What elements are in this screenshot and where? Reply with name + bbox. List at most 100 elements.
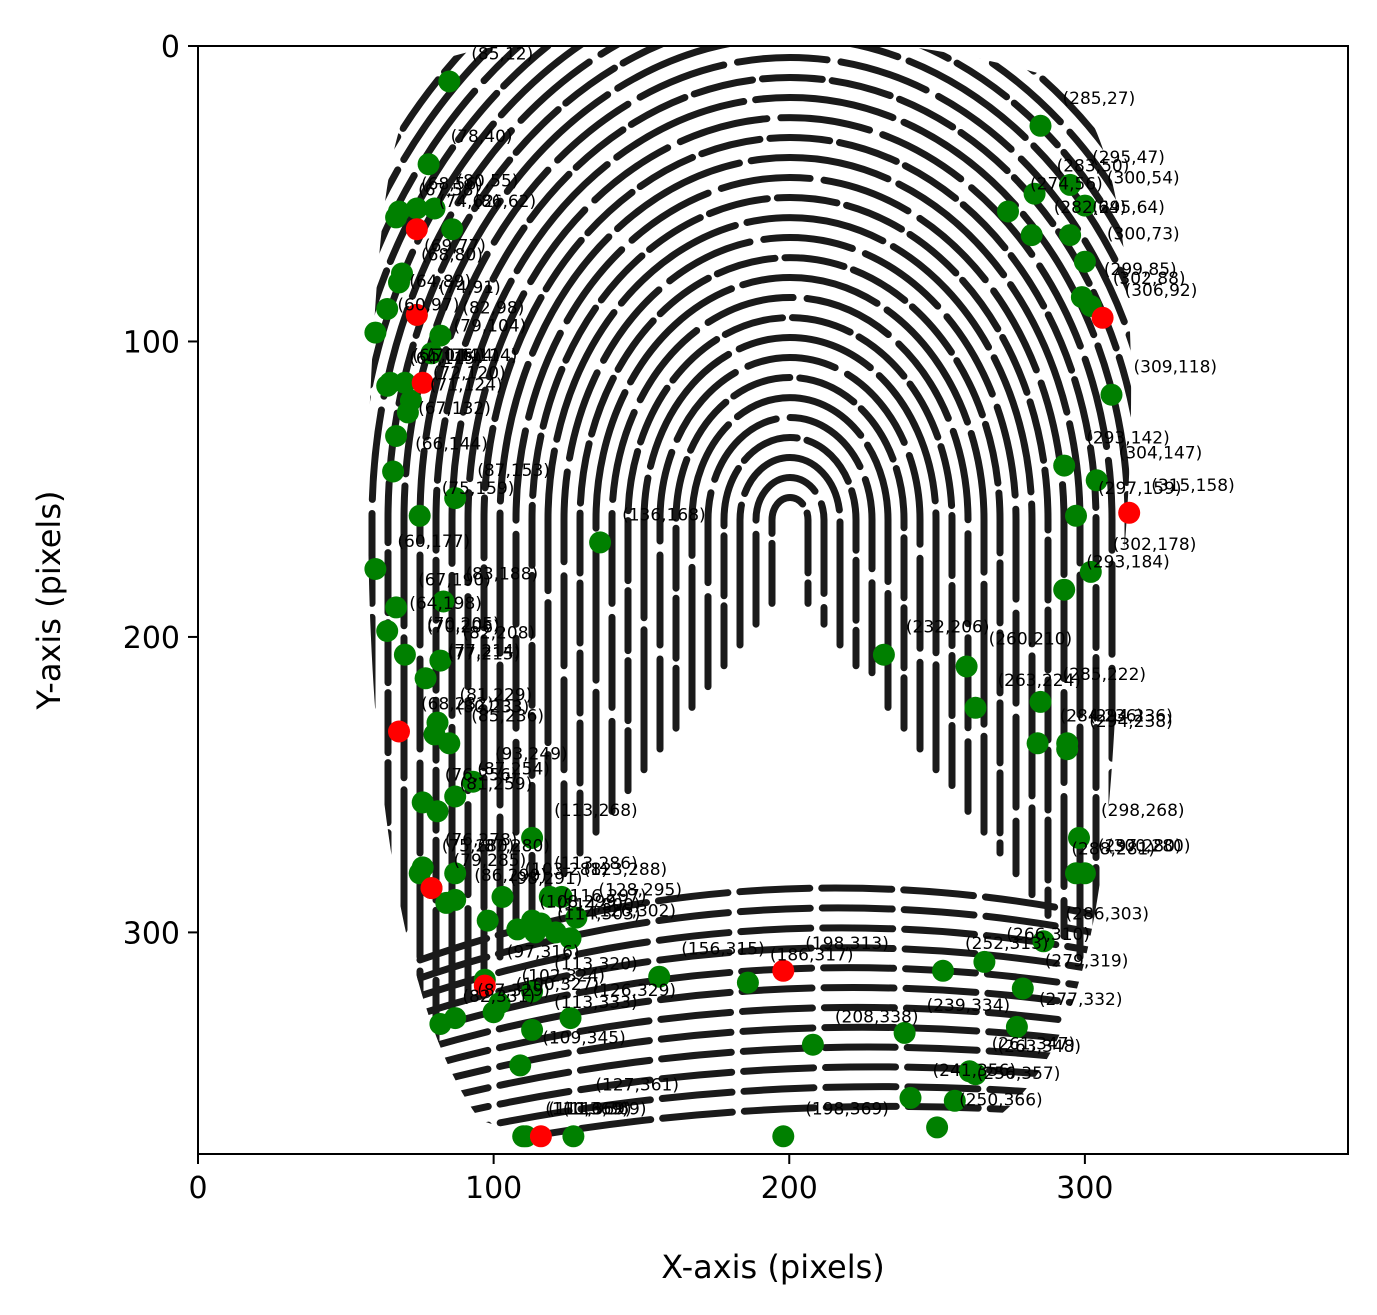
green-point xyxy=(426,800,449,823)
fingerprint-ridge xyxy=(416,964,1124,1036)
green-point xyxy=(521,980,544,1003)
green-point xyxy=(943,1089,966,1112)
fingerprint-ridge xyxy=(416,1043,1124,1108)
point-label: (299,85) xyxy=(1104,260,1177,280)
fingerprint-ridge xyxy=(416,54,1132,1065)
fingerprint-ridge xyxy=(736,454,844,649)
green-point xyxy=(1053,578,1076,601)
point-label: (79,285) xyxy=(454,851,527,871)
point-label: (263,224) xyxy=(998,671,1082,691)
point-label: (252,313) xyxy=(965,934,1049,954)
fingerprint-ridge xyxy=(416,1003,1124,1072)
point-label: (302,88) xyxy=(1113,269,1186,289)
x-tick-label: 200 xyxy=(761,1171,818,1206)
green-point xyxy=(926,1116,949,1139)
plot-frame xyxy=(197,45,1349,1155)
point-label: (98,291) xyxy=(510,869,583,889)
fingerprint-ridge xyxy=(528,194,1052,919)
x-tick-label: 0 xyxy=(188,1171,207,1206)
fingerprint-ridge xyxy=(608,294,972,815)
red-point xyxy=(1091,306,1114,329)
point-label: (110,369) xyxy=(545,1099,629,1119)
fingerprint-ridge xyxy=(384,46,1132,1107)
point-label: (315,158) xyxy=(1151,476,1235,496)
point-label: (72,120) xyxy=(433,364,506,384)
point-label: (79,104) xyxy=(454,316,527,336)
fingerprint-ridge xyxy=(416,904,1124,982)
point-label: (284,236) xyxy=(1060,706,1144,726)
fingerprint-ridge xyxy=(720,434,860,670)
y-tick-label: 0 xyxy=(161,30,180,65)
green-point xyxy=(893,1021,916,1044)
green-point xyxy=(801,1033,824,1056)
fingerprint-ridge xyxy=(464,114,1116,1003)
green-point xyxy=(1073,194,1096,217)
green-point xyxy=(438,732,461,755)
point-label: (75,280) xyxy=(442,836,515,856)
point-label: (71,124) xyxy=(430,375,503,395)
green-point xyxy=(1053,454,1076,477)
green-point xyxy=(872,643,895,666)
point-label: (294,238) xyxy=(1089,712,1173,732)
green-point xyxy=(441,218,464,241)
y-tick-label: 200 xyxy=(123,621,180,656)
green-point xyxy=(491,885,514,908)
scatter-points xyxy=(364,70,1141,1148)
fingerprint-ridge xyxy=(768,494,812,607)
point-label: (64,198) xyxy=(409,594,482,614)
point-label: (127,361) xyxy=(595,1076,679,1096)
fingerprint-ridge xyxy=(624,314,956,795)
point-label: (114,300) xyxy=(557,895,641,915)
red-point xyxy=(529,1125,552,1148)
point-label: (82,98) xyxy=(462,299,524,319)
point-label: (87,329) xyxy=(477,981,550,1001)
point-coordinate-labels: (85,12)(285,27)(78,40)(295,47)(283,50)(3… xyxy=(397,45,1234,1120)
fingerprint-ridge xyxy=(512,174,1068,940)
fingerprint-ridge xyxy=(704,414,876,691)
point-label: (298,268) xyxy=(1101,801,1185,821)
point-label: (70,114) xyxy=(427,346,500,366)
point-label: (76,278) xyxy=(445,830,518,850)
y-axis-label: Y-axis (pixels) xyxy=(30,491,68,711)
fingerprint-ridge xyxy=(576,254,1004,857)
point-label: (297,159) xyxy=(1098,479,1182,499)
green-point xyxy=(444,888,467,911)
green-point xyxy=(1020,224,1043,247)
green-point xyxy=(955,655,978,678)
green-point xyxy=(444,862,467,885)
point-label: (300,73) xyxy=(1107,225,1180,245)
point-label: (78,40) xyxy=(451,127,513,147)
fingerprint-ridge xyxy=(480,134,1100,982)
point-label: (300,280) xyxy=(1107,836,1191,856)
green-point xyxy=(1029,114,1052,137)
green-point xyxy=(1026,732,1049,755)
point-label: (123,288) xyxy=(584,860,668,880)
point-label: (302,178) xyxy=(1113,535,1197,555)
red-point xyxy=(405,303,428,326)
green-point xyxy=(509,1054,532,1077)
green-point xyxy=(1032,930,1055,953)
point-label: (81,259) xyxy=(460,774,533,794)
point-label: (97,316) xyxy=(507,943,580,963)
point-label: (87,254) xyxy=(477,760,550,780)
point-label: (260,210) xyxy=(989,630,1073,650)
green-point xyxy=(382,460,405,483)
point-label: (263,348) xyxy=(998,1037,1082,1057)
green-point xyxy=(521,826,544,849)
green-point xyxy=(393,371,416,394)
point-label: (60,97) xyxy=(397,296,459,316)
point-label: (86,290) xyxy=(474,866,547,886)
green-point xyxy=(396,401,419,424)
green-point xyxy=(997,200,1019,223)
point-label: (113,320) xyxy=(554,955,638,975)
green-point xyxy=(364,321,387,344)
green-point xyxy=(964,696,987,719)
green-point xyxy=(476,909,499,932)
green-point xyxy=(899,1086,922,1109)
point-label: (74,91) xyxy=(439,278,501,298)
point-label: (86,62) xyxy=(474,192,536,212)
green-point xyxy=(1073,250,1096,273)
green-point xyxy=(1079,560,1102,583)
green-point xyxy=(376,620,399,642)
point-label: (250,366) xyxy=(959,1090,1043,1110)
